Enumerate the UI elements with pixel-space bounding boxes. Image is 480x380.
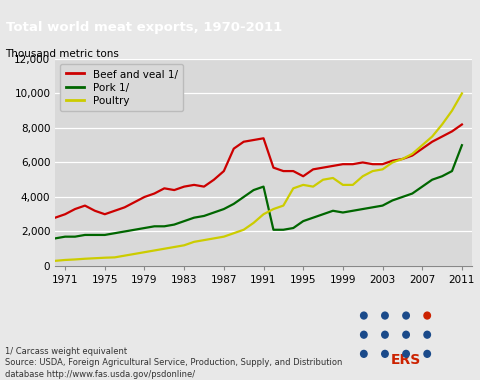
Text: ERS: ERS bbox=[391, 353, 421, 367]
Text: Thousand metric tons: Thousand metric tons bbox=[5, 49, 119, 59]
Text: 1/ Carcass weight equivalent
Source: USDA, Foreign Agricultural Service, Product: 1/ Carcass weight equivalent Source: USD… bbox=[5, 347, 342, 379]
Text: Total world meat exports, 1970-2011: Total world meat exports, 1970-2011 bbox=[6, 21, 282, 34]
Legend: Beef and veal 1/, Pork 1/, Poultry: Beef and veal 1/, Pork 1/, Poultry bbox=[60, 64, 183, 111]
